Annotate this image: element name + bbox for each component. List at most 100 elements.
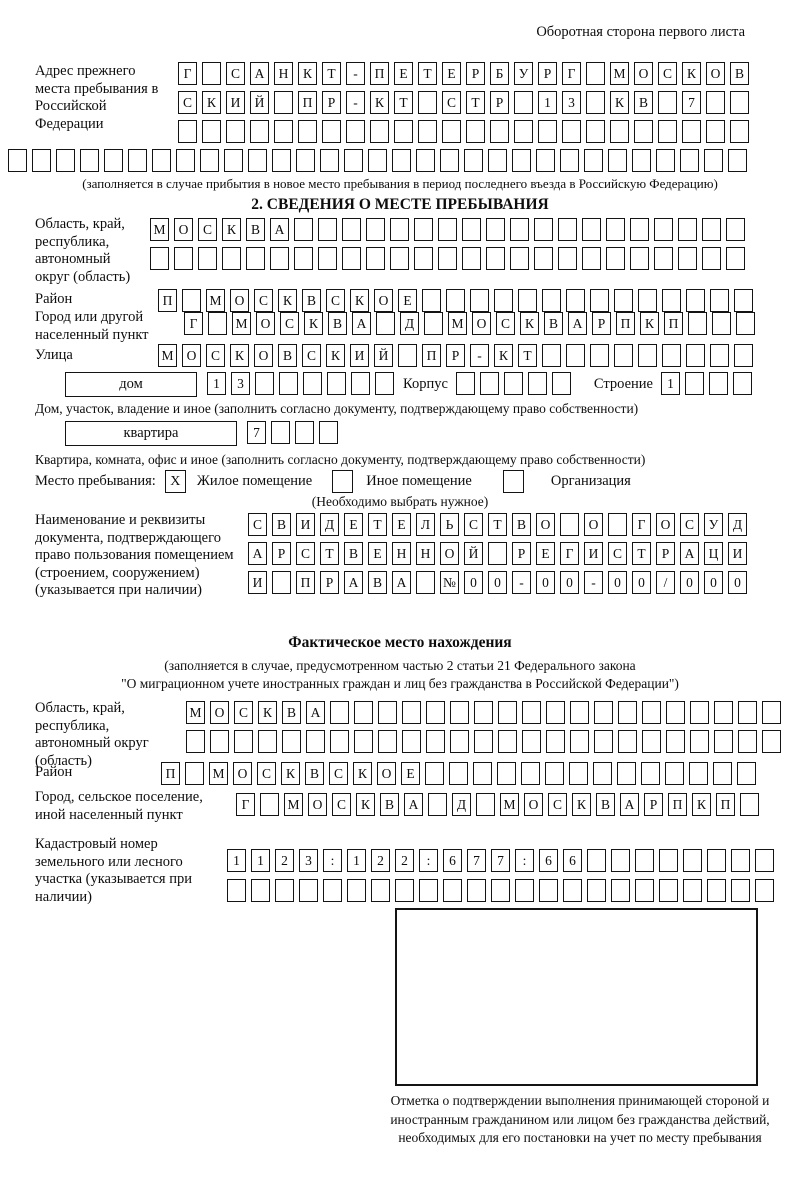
char-box [534, 247, 553, 270]
char-box [635, 849, 654, 872]
char-box: О [536, 513, 555, 536]
char-box [354, 701, 373, 724]
char-box [467, 879, 486, 902]
char-box: Т [322, 62, 341, 85]
char-box: М [186, 701, 205, 724]
char-box [473, 762, 492, 785]
char-box [224, 149, 243, 172]
char-box: С [332, 793, 351, 816]
char-box: К [610, 91, 629, 114]
char-box: К [281, 762, 300, 785]
char-box [327, 372, 346, 395]
char-box: С [548, 793, 567, 816]
char-box [630, 247, 649, 270]
char-box [728, 149, 747, 172]
char-box [494, 289, 513, 312]
char-box [466, 120, 485, 143]
char-box: Р [446, 344, 465, 367]
char-box [586, 91, 605, 114]
char-box [740, 793, 759, 816]
gorod-label: Город или другой населенный пункт [35, 309, 149, 343]
char-box [274, 91, 293, 114]
char-box: В [246, 218, 265, 241]
char-box [618, 730, 637, 753]
char-box: К [222, 218, 241, 241]
char-box: С [302, 344, 321, 367]
char-box: О [182, 344, 201, 367]
document-label: Наименование и реквизиты документа, подт… [35, 512, 234, 598]
char-box: 6 [443, 849, 462, 872]
char-box [566, 344, 585, 367]
char-box [470, 289, 489, 312]
char-box [402, 730, 421, 753]
char-box [690, 701, 709, 724]
char-box [296, 149, 315, 172]
char-box: Г [562, 62, 581, 85]
char-box [611, 879, 630, 902]
char-box: М [500, 793, 519, 816]
char-box [658, 91, 677, 114]
stroenie-label: Строение [593, 376, 653, 392]
char-box: Р [320, 571, 339, 594]
header-note: Оборотная сторона первого листа [536, 24, 745, 40]
char-box [688, 312, 707, 335]
char-box [635, 879, 654, 902]
char-box: С [608, 542, 627, 565]
char-box: О [584, 513, 603, 536]
char-box [682, 120, 701, 143]
char-box [594, 730, 613, 753]
char-box [734, 289, 753, 312]
char-box: С [206, 344, 225, 367]
option-inoe-label: Иное помещение [366, 473, 472, 489]
char-box [390, 247, 409, 270]
char-box [319, 421, 338, 444]
char-box [586, 120, 605, 143]
char-box [659, 849, 678, 872]
char-box: С [234, 701, 253, 724]
char-box: Т [488, 513, 507, 536]
char-box [426, 730, 445, 753]
char-box [606, 218, 625, 241]
ulitsa-label: Улица [35, 347, 73, 363]
char-box: 1 [227, 849, 246, 872]
char-box: - [584, 571, 603, 594]
char-box [606, 247, 625, 270]
char-box [738, 730, 757, 753]
char-box [498, 701, 517, 724]
char-box: 7 [467, 849, 486, 872]
char-box [479, 372, 499, 395]
char-box [563, 879, 582, 902]
char-box: И [350, 344, 369, 367]
char-box [418, 120, 437, 143]
char-box [104, 149, 123, 172]
char-box: П [716, 793, 735, 816]
char-box [618, 701, 637, 724]
char-box: О [210, 701, 229, 724]
char-box: 1 [251, 849, 270, 872]
char-box: Р [322, 91, 341, 114]
char-box: П [296, 571, 315, 594]
char-box: 2 [395, 849, 414, 872]
char-box [658, 120, 677, 143]
char-box: К [304, 312, 323, 335]
char-box: Д [400, 312, 419, 335]
char-box [56, 149, 75, 172]
char-box [306, 730, 325, 753]
char-box: 7 [491, 849, 510, 872]
char-box: О [233, 762, 252, 785]
char-box [755, 879, 774, 902]
char-box [347, 879, 366, 902]
char-box [684, 372, 704, 395]
char-box [474, 730, 493, 753]
char-box: Н [416, 542, 435, 565]
char-box [419, 879, 438, 902]
char-box [176, 149, 195, 172]
char-box [378, 730, 397, 753]
char-box [318, 247, 337, 270]
char-box: А [568, 312, 587, 335]
char-box [714, 701, 733, 724]
char-box: В [282, 701, 301, 724]
